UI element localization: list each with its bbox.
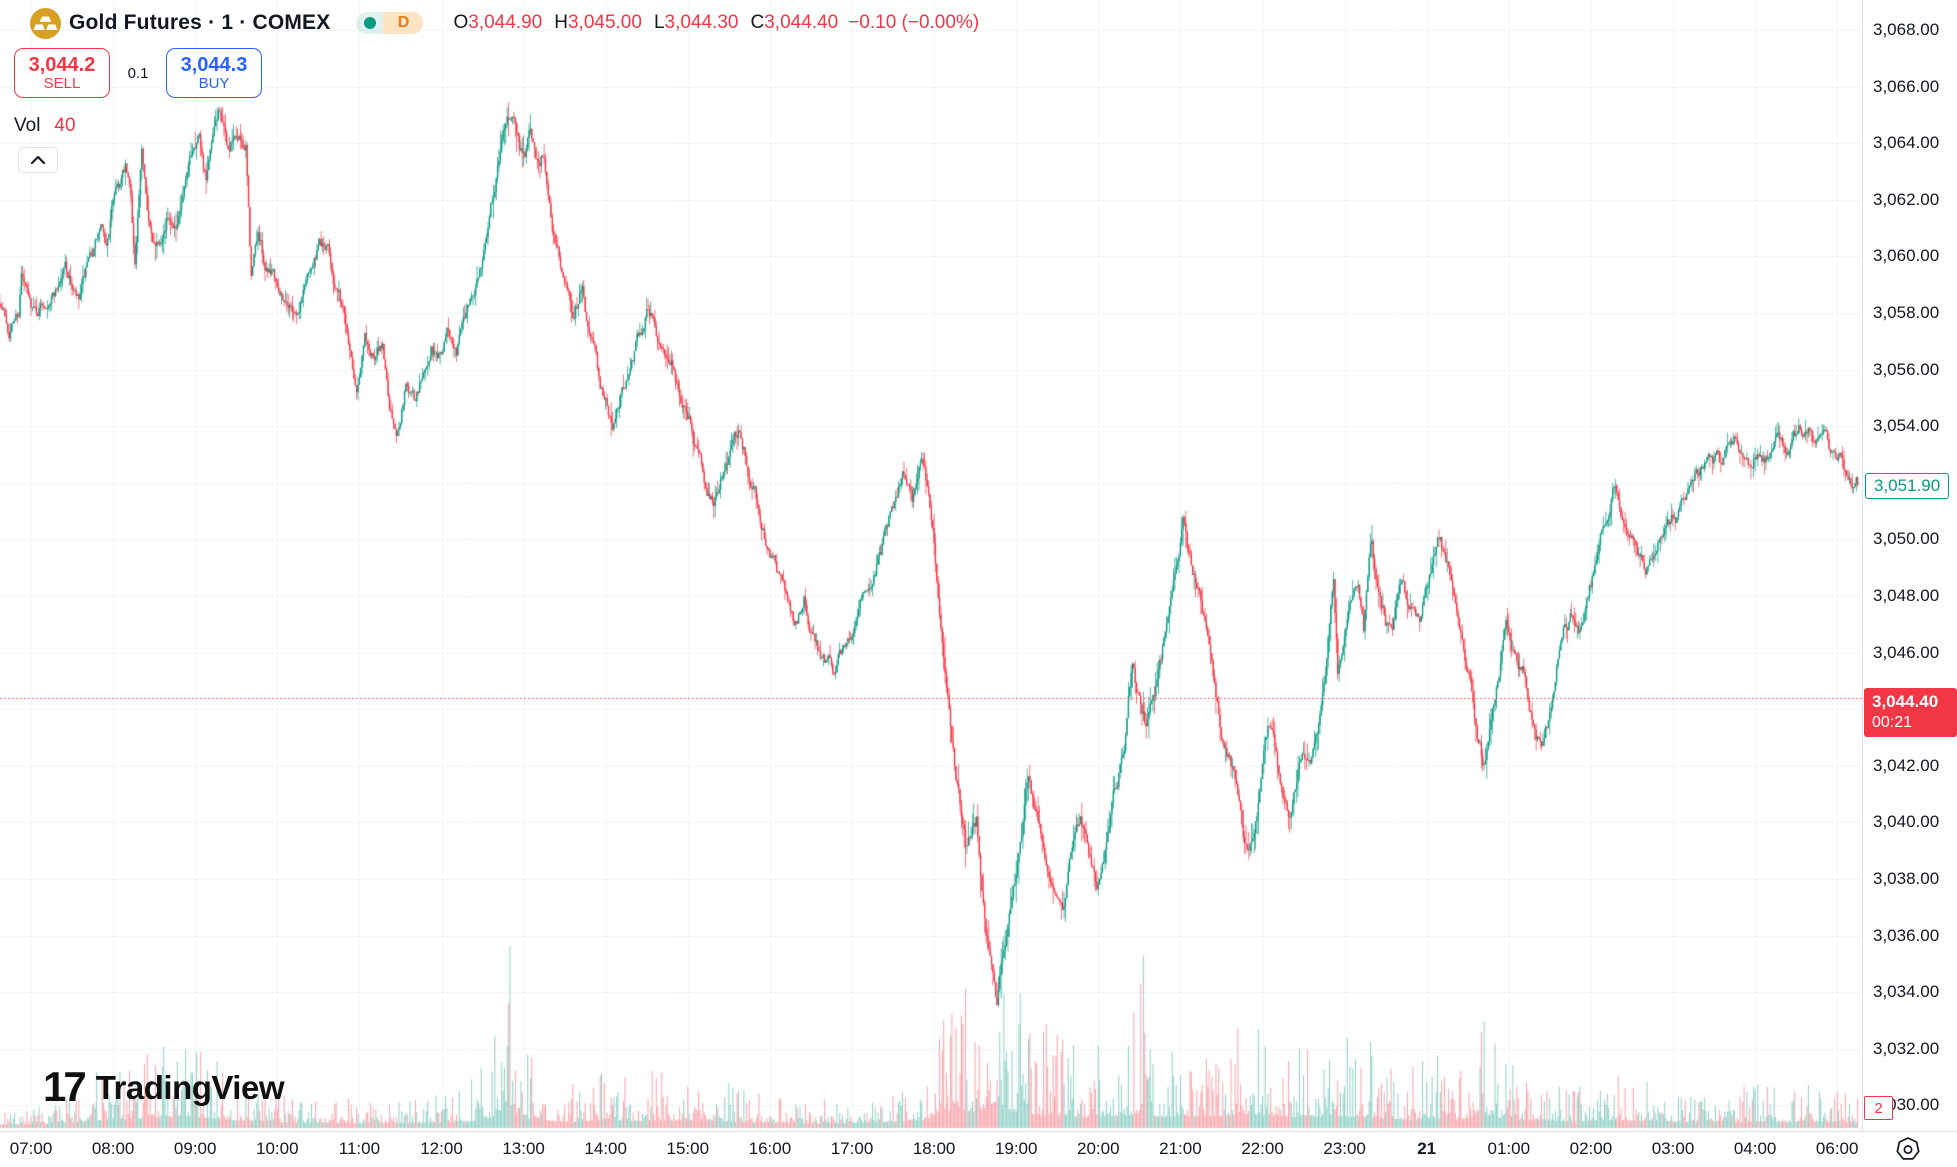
price-tick-label: 3,034.00 [1873,982,1940,1002]
price-tick-label: 3,056.00 [1873,359,1940,379]
time-tick-label: 15:00 [666,1139,710,1158]
price-tick-label: 3,064.00 [1873,133,1940,153]
time-tick-label: 20:00 [1077,1139,1120,1158]
time-tick-label: 09:00 [173,1139,217,1158]
price-tick-label: 3,032.00 [1873,1038,1940,1058]
time-tick-label: 23:00 [1323,1139,1366,1158]
time-tick-label: 08:00 [91,1139,135,1158]
time-tick-label: 02:00 [1569,1139,1613,1158]
bar-countdown: 00:21 [1872,713,1913,731]
time-tick-label: 16:00 [748,1139,792,1158]
price-tick-label: 3,060.00 [1873,246,1940,266]
change-value: −0.10 (−0.00%) [848,12,980,33]
time-tick-label: 04:00 [1733,1139,1777,1158]
sell-price: 3,044.2 [28,53,96,76]
candlestick-chart-canvas[interactable] [0,0,1862,1131]
price-tick-label: 3,042.00 [1873,755,1940,775]
delayed-data-icon: D [383,12,424,34]
last-price-tag: 3,051.90 [1865,472,1949,499]
price-tick-label: 3,040.00 [1873,812,1940,832]
price-tick-label: 3,036.00 [1873,925,1940,945]
time-tick-label: 17:00 [830,1139,874,1158]
price-tick-label: 3,054.00 [1873,416,1940,436]
close-label: C [750,12,765,33]
tradingview-logo-text: TradingView [95,1068,285,1106]
market-status-badge[interactable]: D [356,12,424,34]
ohlc-legend: O3,044.90 H3,045.00 L3,044.30 C3,044.40 … [441,12,979,34]
close-value: 3,044.40 [764,12,839,33]
time-tick-label: 12:00 [420,1139,463,1158]
open-value: 3,044.90 [468,12,543,33]
buy-button[interactable]: 3,044.3 BUY [166,48,262,98]
time-tick-label: 22:00 [1241,1139,1284,1158]
chevron-up-icon [30,153,46,168]
gold-symbol-icon [30,7,61,39]
time-tick-label: 13:00 [502,1139,545,1158]
low-label: L [653,12,665,33]
buy-label: BUY [198,74,230,92]
time-tick-label: 06:00 [1815,1139,1859,1158]
tradingview-mark-icon: 17 [43,1063,87,1110]
current-price-value: 3,044.40 [1872,691,1939,711]
market-open-dot-icon [356,12,384,34]
current-price-countdown-tag: 3,044.40 00:21 [1864,687,1957,737]
open-label: O [453,12,469,33]
time-tick-label: 21:00 [1159,1139,1202,1158]
price-tick-label: 3,038.00 [1873,869,1940,888]
trade-panel: 3,044.2 SELL 0.1 3,044.3 BUY [14,48,262,98]
symbol-legend: Gold Futures · 1 · COMEX D O3,044.90 H3,… [30,6,979,40]
price-tick-label: 3,062.00 [1873,189,1940,209]
volume-axis-tag: 2 [1864,1096,1893,1120]
time-tick-label: 14:00 [584,1139,627,1158]
time-tick-label-date: 21 [1417,1139,1437,1158]
volume-value: 40 [54,115,76,136]
time-tick-label: 10:00 [256,1139,299,1158]
time-axis[interactable]: 07:00 08:00 09:00 10:00 11:00 12:00 13:00 14:00… [0,1131,1957,1167]
high-value: 3,045.00 [567,12,642,33]
collapse-panel-button[interactable] [18,147,58,173]
price-tick-label: 3,050.00 [1873,529,1940,549]
symbol-title[interactable]: Gold Futures · 1 · COMEX [69,11,331,34]
price-tick-label: 3,058.00 [1873,303,1940,322]
sell-label: SELL [43,74,81,92]
price-tick-label: 3,046.00 [1873,642,1940,662]
time-tick-label: 11:00 [338,1139,381,1158]
time-tick-label: 03:00 [1651,1139,1695,1158]
high-label: H [554,12,568,33]
time-tick-label: 07:00 [9,1139,53,1158]
price-tick-label: 3,066.00 [1873,76,1940,96]
price-axis[interactable]: 3,030.00 3,032.00 3,034.00 3,036.00 3,038.00… [1862,0,1957,1131]
low-value: 3,044.30 [664,12,739,33]
buy-price: 3,044.3 [180,53,248,76]
volume-legend: Vol 40 [14,115,76,137]
price-tick-label: 3,048.00 [1873,586,1940,605]
price-tick-label: 3,068.00 [1873,20,1940,39]
volume-label: Vol [14,115,41,136]
spread-value: 0.1 [127,64,149,82]
tradingview-logo[interactable]: 17 TradingView [43,1063,285,1110]
sell-button[interactable]: 3,044.2 SELL [14,48,110,98]
axis-settings-gear-icon[interactable] [1893,1134,1922,1163]
time-tick-label: 01:00 [1487,1139,1531,1158]
time-tick-label: 19:00 [994,1139,1038,1158]
time-tick-label: 18:00 [912,1139,956,1158]
